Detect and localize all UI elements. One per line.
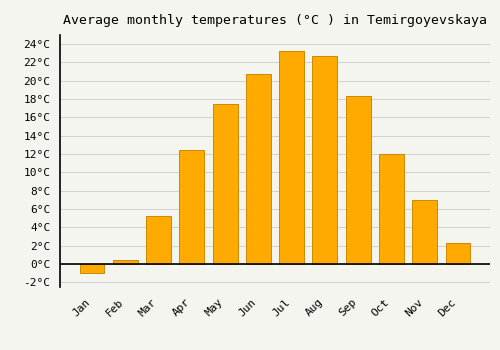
Bar	[312, 56, 338, 264]
Bar	[412, 200, 437, 264]
Bar	[346, 96, 370, 264]
Bar	[446, 243, 470, 264]
Bar	[379, 154, 404, 264]
Bar	[246, 75, 271, 264]
Bar	[113, 259, 138, 264]
Bar	[180, 149, 204, 264]
Bar	[212, 104, 238, 264]
Bar	[279, 51, 304, 264]
Bar	[146, 216, 171, 264]
Title: Average monthly temperatures (°C ) in Temirgoyevskaya: Average monthly temperatures (°C ) in Te…	[63, 14, 487, 27]
Bar	[80, 264, 104, 273]
